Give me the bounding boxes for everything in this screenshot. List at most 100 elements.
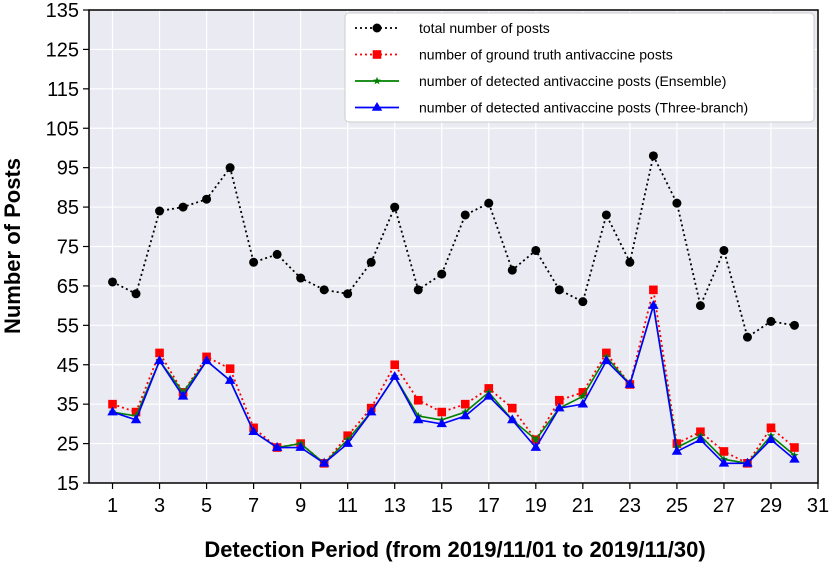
series-4-point — [342, 438, 353, 447]
series-2-point — [437, 407, 447, 417]
series-1-point — [131, 289, 141, 299]
series-1-point — [413, 285, 423, 295]
series-2-point — [155, 348, 164, 358]
series-4-point — [365, 406, 377, 416]
series-1-point — [507, 265, 517, 275]
y-tick-label: 115 — [47, 79, 79, 101]
series-4-line — [112, 305, 795, 465]
series-4-point — [601, 355, 612, 365]
series-4-point — [154, 355, 165, 365]
series-1-point — [742, 332, 752, 342]
series-1-point — [719, 245, 729, 255]
x-tick-label: 21 — [572, 495, 594, 517]
series-3-point — [531, 435, 540, 444]
series-1-point — [789, 320, 799, 330]
series-4-point — [695, 434, 706, 443]
series-2-point — [507, 403, 517, 413]
y-tick-label: 45 — [57, 355, 79, 377]
y-axis-title: Number of Posts — [0, 158, 25, 334]
x-tick-label: 25 — [666, 495, 688, 517]
y-tick-label: 125 — [46, 39, 79, 61]
x-tick-label: 19 — [525, 495, 547, 517]
series-4-point — [530, 442, 542, 451]
series-1-point — [202, 194, 212, 204]
series-2-point — [413, 395, 423, 405]
series-4-point — [765, 434, 777, 443]
y-tick-label: 135 — [46, 0, 79, 22]
series-1-point — [554, 285, 564, 295]
x-tick-label: 13 — [384, 495, 406, 517]
series-1-point — [390, 202, 400, 212]
x-axis-title: Detection Period (from 2019/11/01 to 201… — [204, 537, 705, 562]
series-1-point — [766, 316, 776, 326]
x-tick-label: 11 — [337, 495, 358, 517]
y-tick-label: 75 — [57, 237, 79, 259]
series-2-point — [108, 399, 117, 409]
series-1-point — [437, 269, 447, 279]
legend-box — [344, 12, 815, 123]
series-1-point — [625, 257, 635, 267]
legend-label-4: number of detected antivaccine posts (Th… — [419, 100, 748, 116]
series-4-point — [413, 414, 424, 424]
series-4-point — [248, 426, 259, 436]
series-2-point — [225, 364, 235, 373]
series-1-point — [178, 202, 188, 212]
series-4-point — [483, 390, 494, 400]
series-1-point — [484, 198, 494, 208]
series-4-point — [201, 355, 212, 365]
series-1-point — [648, 151, 658, 161]
x-tick-label: 31 — [807, 495, 829, 517]
series-4-point — [318, 457, 330, 467]
series-2-point — [649, 285, 658, 295]
series-1-point — [225, 163, 235, 173]
series-2-point — [390, 360, 400, 370]
x-tick-label: 17 — [478, 495, 500, 517]
series-4-point — [577, 398, 589, 408]
legend-label-3: number of detected antivaccine posts (En… — [419, 73, 726, 89]
series-4-point — [177, 390, 189, 400]
y-axis: 15 25 35 45 55 65 75 85 95 105 115 125 135 — [46, 0, 89, 495]
series-4-point — [224, 375, 236, 384]
series-1-point — [296, 273, 306, 283]
series-layer — [107, 151, 800, 468]
series-4-point — [130, 414, 142, 424]
series-4-point — [624, 378, 636, 388]
series-1-point — [578, 297, 588, 307]
legend-marker-2 — [372, 50, 382, 59]
series-4-point — [271, 442, 283, 451]
series-1-point — [343, 289, 353, 299]
y-tick-label: 85 — [57, 197, 79, 219]
x-tick-label: 3 — [154, 495, 165, 517]
x-tick-label: 7 — [248, 495, 259, 517]
series-4-point — [107, 406, 118, 416]
series-4-point — [718, 457, 730, 467]
series-2-point — [719, 447, 729, 456]
series-2-point — [790, 443, 799, 452]
series-4-point — [648, 300, 659, 309]
legend-marker-1 — [372, 23, 382, 33]
y-tick-label: 25 — [57, 434, 79, 456]
x-tick-label: 5 — [201, 495, 212, 517]
y-tick-label: 105 — [46, 118, 79, 140]
x-tick-label: 15 — [431, 495, 453, 517]
series-1-point — [460, 210, 470, 220]
series-1-point — [672, 198, 682, 208]
series-1-point — [695, 301, 705, 311]
series-1-point — [319, 285, 329, 295]
x-tick-label: 1 — [107, 495, 118, 517]
series-4 — [107, 300, 800, 467]
series-1-point — [601, 210, 611, 220]
series-4-point — [507, 414, 518, 424]
y-tick-label: 35 — [57, 394, 79, 416]
series-4-point — [436, 418, 447, 428]
series-2-line — [112, 289, 796, 465]
legend-marker-3 — [373, 76, 381, 85]
series-1-point — [108, 277, 118, 287]
x-tick-label: 27 — [713, 495, 735, 517]
series-3-point — [578, 392, 587, 400]
series-1-point — [249, 257, 259, 267]
legend-label-1: total number of posts — [419, 20, 550, 36]
series-2-point — [555, 395, 564, 405]
x-axis: 1 3 5 7 9 11 13 15 17 19 21 23 25 27 29 31 — [107, 483, 829, 517]
